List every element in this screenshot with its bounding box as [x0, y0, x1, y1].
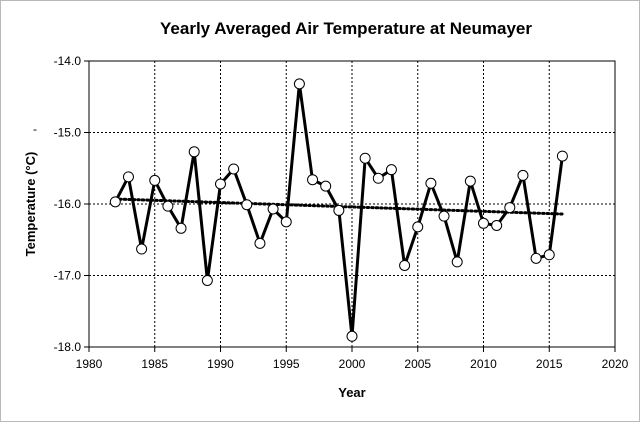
- y-tick-label: -18.0: [54, 340, 82, 354]
- x-tick-label: 1990: [207, 357, 234, 371]
- data-point: [556, 150, 568, 162]
- data-point: [293, 78, 305, 90]
- data-point: [162, 200, 174, 212]
- data-point: [438, 210, 450, 222]
- data-point: [530, 252, 542, 264]
- x-tick-label: 1995: [273, 357, 300, 371]
- x-tick-label: 2010: [470, 357, 497, 371]
- data-point: [109, 196, 121, 208]
- data-point: [412, 221, 424, 233]
- data-point: [491, 219, 503, 231]
- data-point: [333, 204, 345, 216]
- data-point: [215, 178, 226, 190]
- data-point: [201, 275, 213, 287]
- y-tick-label: -17.0: [54, 269, 82, 283]
- data-point: [543, 249, 555, 261]
- data-point: [254, 237, 266, 249]
- x-tick-label: 2000: [339, 357, 366, 371]
- x-tick-label: 1985: [141, 357, 168, 371]
- data-point: [320, 180, 332, 192]
- x-tick-label: 2015: [536, 357, 563, 371]
- x-tick-label: 2020: [602, 357, 629, 371]
- data-point: [399, 259, 411, 271]
- data-point: [149, 174, 161, 186]
- data-point: [122, 171, 134, 183]
- y-tick-label: -15.0: [54, 126, 82, 140]
- y-tick-label: -16.0: [54, 197, 82, 211]
- data-point: [504, 202, 516, 214]
- x-tick-label: 1980: [76, 357, 103, 371]
- data-point: [425, 177, 437, 189]
- data-point: [241, 199, 253, 211]
- y-axis-ticks: -14.0 -15.0 -16.0 -17.0 -18.0: [54, 54, 89, 354]
- data-point: [228, 163, 240, 175]
- data-point: [175, 222, 187, 234]
- data-point: [188, 146, 200, 158]
- data-point: [346, 330, 358, 342]
- x-axis-ticks: 1980 1985 1990 1995 2000 2005 2010 2015 2020: [76, 347, 629, 371]
- data-point: [385, 164, 397, 176]
- data-point: [451, 256, 463, 268]
- data-point: [478, 217, 489, 229]
- data-point: [372, 172, 384, 184]
- data-point: [464, 175, 476, 187]
- data-point: [359, 152, 371, 164]
- x-axis-label: Year: [338, 385, 365, 400]
- y-axis-label: Temperature (°C): [23, 152, 38, 257]
- x-tick-label: 2005: [404, 357, 431, 371]
- y-tick-label: -14.0: [54, 54, 82, 68]
- data-point: [517, 169, 529, 181]
- series-group: [109, 78, 568, 342]
- data-point: [307, 174, 319, 186]
- data-point: [280, 216, 292, 228]
- data-point: [267, 203, 279, 215]
- y-axis-stray-mark: -: [33, 122, 37, 136]
- chart-title: Yearly Averaged Air Temperature at Neuma…: [160, 19, 532, 38]
- data-point: [136, 243, 148, 255]
